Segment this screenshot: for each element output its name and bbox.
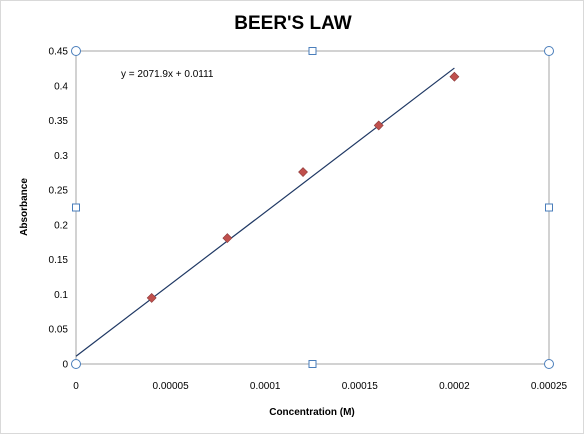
y-tick-label: 0.05	[49, 325, 69, 336]
y-tick-label: 0	[62, 360, 68, 371]
x-tick-label: 0	[73, 381, 79, 392]
x-tick-label: 0.0001	[250, 381, 281, 392]
data-points	[146, 71, 460, 303]
x-tick-label: 0.00005	[153, 381, 190, 392]
x-tick-label: 0.00025	[531, 381, 568, 392]
corner-resize-handle[interactable]	[71, 359, 81, 369]
data-point-diamond[interactable]	[146, 292, 157, 303]
x-tick-label: 0.00015	[342, 381, 379, 392]
x-tick-label: 0.0002	[439, 381, 470, 392]
y-tick-label: 0.35	[49, 116, 69, 127]
x-axis-title: Concentration (M)	[269, 407, 355, 418]
data-point-diamond[interactable]	[222, 233, 233, 244]
y-tick-label: 0.45	[49, 47, 69, 58]
y-tick-label: 0.25	[49, 186, 69, 197]
y-axis-title: Absorbance	[19, 178, 30, 236]
y-tick-label: 0.4	[54, 81, 68, 92]
chart-title: BEER'S LAW	[234, 13, 352, 34]
y-axis-ticks: 0 0.05 0.1 0.15 0.2 0.25 0.3 0.35 0.4 0.45	[49, 47, 69, 371]
data-point-diamond[interactable]	[298, 167, 308, 177]
corner-resize-handle[interactable]	[544, 359, 554, 369]
y-tick-label: 0.2	[54, 220, 68, 231]
side-resize-handle[interactable]	[308, 47, 317, 55]
side-resize-handle[interactable]	[72, 203, 80, 212]
trendline-equation[interactable]: y = 2071.9x + 0.0111	[121, 69, 214, 80]
data-point-diamond[interactable]	[373, 120, 384, 131]
side-resize-handle[interactable]	[545, 203, 553, 212]
linear-trendline[interactable]	[75, 67, 455, 357]
selection-handles[interactable]	[71, 46, 554, 369]
plot-area[interactable]	[75, 50, 550, 365]
y-tick-label: 0.1	[54, 290, 68, 301]
side-resize-handle[interactable]	[308, 360, 317, 368]
x-axis-ticks: 0 0.00005 0.0001 0.00015 0.0002 0.00025	[73, 381, 567, 392]
corner-resize-handle[interactable]	[544, 46, 554, 56]
y-tick-label: 0.15	[49, 255, 69, 266]
y-tick-label: 0.3	[54, 151, 68, 162]
corner-resize-handle[interactable]	[71, 46, 81, 56]
data-point-diamond[interactable]	[449, 71, 460, 82]
